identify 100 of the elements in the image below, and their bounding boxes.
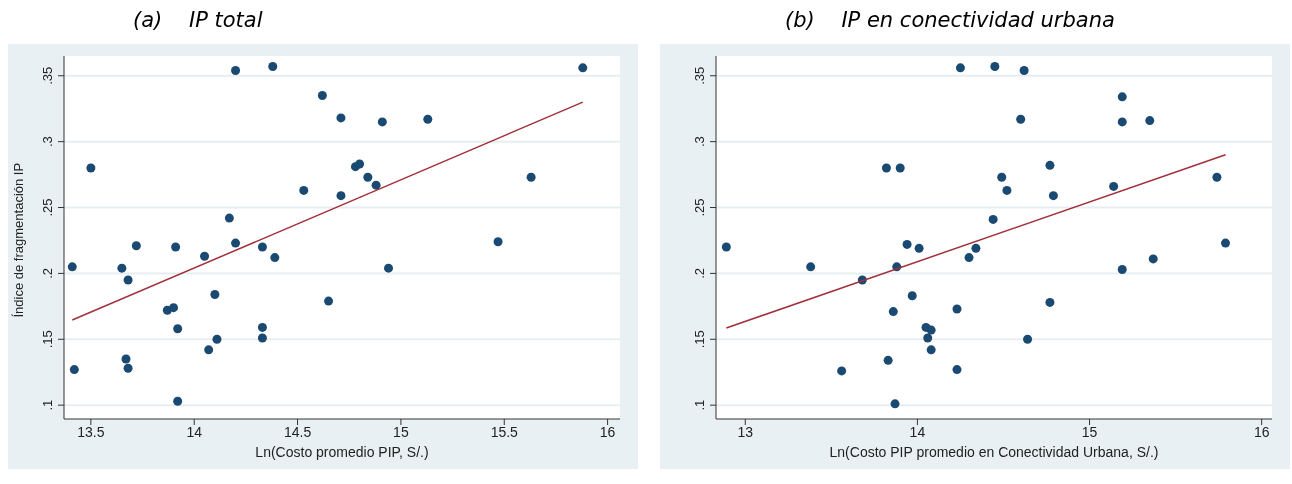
y-tick-label: .15 [40,330,55,349]
point [1045,160,1055,170]
point [324,296,334,306]
point [907,291,917,301]
y-tick-label: .3 [692,136,707,148]
point [204,345,214,355]
point [926,345,936,355]
y-tick-label: .2 [692,267,707,279]
point [270,253,280,263]
point [952,304,962,314]
point [1221,238,1231,248]
point [171,242,181,252]
point [210,289,220,299]
x-tick-label: 16 [599,423,616,440]
point [990,62,1000,72]
x-tick-label: 15 [393,423,409,440]
point [890,399,900,409]
chart-title: (b) IP en conectividad urbana [784,8,1116,34]
point [881,163,891,173]
y-tick-label: .1 [692,399,707,411]
point [363,172,373,182]
y-tick-label: .3 [40,136,55,148]
point [384,263,394,273]
point [371,180,381,190]
point [117,263,127,273]
y-tick-label: .2 [40,267,55,279]
y-tick-label: .15 [692,330,707,349]
point [173,324,183,334]
point [1145,116,1155,126]
point [69,365,79,375]
point [955,63,965,73]
point [952,365,962,375]
x-tick-label: 15.5 [490,423,519,440]
point [423,114,433,124]
point [355,159,365,169]
point [964,253,974,263]
x-tick-label: 14 [909,423,926,440]
point [131,241,141,251]
y-tick-label: .35 [692,66,707,85]
point [336,113,346,123]
point [1117,117,1127,127]
point [971,243,981,253]
point [526,172,536,182]
point [1045,297,1055,307]
point [231,65,241,75]
point [231,238,241,248]
point [578,63,588,73]
x-axis-title: Ln(Costo promedio PIP, S/.) [255,444,429,460]
point [926,325,936,335]
point [914,243,924,253]
point [837,366,847,376]
point [257,242,267,252]
point [1212,172,1222,182]
point [123,363,133,373]
point [121,354,131,364]
x-axis-title: Ln(Costo PIP promedio en Conectividad Urbana, S/.) [829,444,1159,460]
point [257,322,267,332]
point [895,163,905,173]
point [1019,65,1029,75]
point [1148,254,1158,264]
point [1002,185,1012,195]
x-tick-label: 15 [1081,423,1098,440]
y-tick-label: .25 [692,198,707,217]
point [721,242,731,252]
point [1023,334,1033,344]
point [988,214,998,224]
point [212,334,222,344]
point [200,251,210,261]
chart-title: (a) IP total [132,8,264,34]
point [123,275,133,285]
point [86,163,96,173]
point [888,307,898,317]
point [1117,264,1127,274]
point [336,191,346,201]
point [377,117,387,127]
point [169,303,179,313]
point [317,91,327,101]
point [997,172,1007,182]
point [257,333,267,343]
point [902,239,912,249]
point [1109,181,1119,191]
y-tick-label: .1 [40,399,55,411]
x-tick-label: 14 [186,423,203,440]
y-axis-title: Índice de fragmentación IP [10,162,26,318]
point [299,185,309,195]
point [173,396,183,406]
point [224,213,234,223]
point [1016,114,1026,124]
point [806,262,816,272]
x-tick-label: 13 [737,423,754,440]
point [883,355,893,365]
x-tick-label: 13.5 [77,423,105,440]
point [1117,92,1127,102]
point [1048,191,1058,201]
y-tick-label: .35 [40,66,55,85]
point [923,333,933,343]
point [67,262,77,272]
x-tick-label: 14.5 [283,423,312,440]
point [493,237,503,247]
point [268,62,278,72]
